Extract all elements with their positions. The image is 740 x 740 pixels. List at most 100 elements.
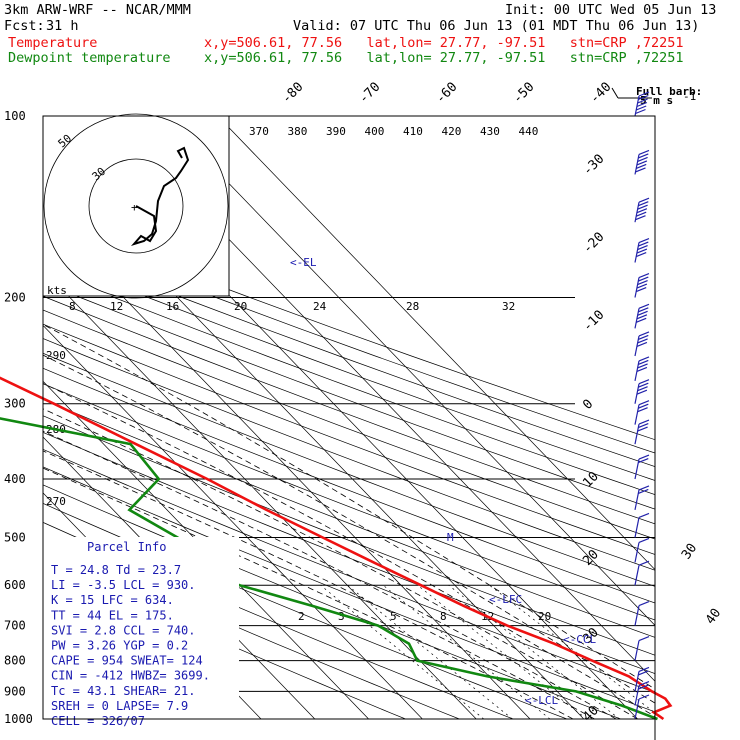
- wind-barb-shaft: [634, 605, 640, 626]
- isotherm-line: [43, 380, 369, 719]
- pressure-label: 900: [4, 684, 26, 698]
- moist-label: 32: [502, 300, 515, 313]
- barb-key: Full barb: 5 m s -1: [611, 85, 702, 107]
- wind-barb-flag: [635, 163, 647, 169]
- isotherm-line: [43, 324, 423, 719]
- pressure-label: 100: [4, 109, 26, 123]
- mixing-ratio-line: [382, 584, 551, 719]
- dry-adiabat: [43, 367, 655, 604]
- theta-label: 430: [480, 125, 500, 138]
- dry-adiabat: [43, 230, 655, 454]
- wind-barb-flag: [638, 457, 649, 464]
- wind-barb: [634, 237, 650, 263]
- mixing-ratio-label: 8: [440, 610, 447, 623]
- wind-barb-flag: [637, 98, 648, 104]
- wind-barb-flag: [637, 279, 648, 286]
- wind-barb-flag: [638, 241, 649, 247]
- barb-key-line2: 5 m s: [640, 94, 673, 107]
- temp-legend-info: x,y=506.61, 77.56 lat,lon= 27.77, -97.51…: [204, 35, 684, 51]
- mixing-ratio-line: [347, 584, 513, 719]
- lfc-marker: <-LFC: [489, 593, 522, 606]
- theta-label: 420: [442, 125, 462, 138]
- m-marker: M: [447, 531, 454, 544]
- wind-barb-flag: [635, 215, 646, 221]
- wind-barb-flag: [637, 386, 648, 392]
- wind-barb-flag: [638, 485, 650, 491]
- wind-barb-flag: [636, 389, 648, 395]
- isotherm-label: -40: [587, 80, 614, 107]
- wind-barb: [634, 601, 650, 626]
- mixing-ratio-labels: 2 3 5 8 12 20: [298, 610, 551, 623]
- wind-barb-flag: [635, 317, 647, 323]
- wind-barb: [634, 636, 650, 661]
- dry-adiabat: [43, 484, 622, 719]
- wind-barb-shaft: [634, 542, 640, 563]
- barb-key-sup: -1: [683, 90, 696, 103]
- parcel-info-row: CELL = 326/07: [51, 714, 145, 728]
- wind-barb: [634, 91, 650, 117]
- dry-adiabat: [43, 218, 655, 441]
- wind-barb-flag: [636, 248, 648, 254]
- hodograph-ring-outer: [43, 113, 229, 299]
- hodograph-unit: kts: [47, 284, 67, 297]
- isotherm-label: 40: [580, 703, 602, 725]
- wind-barb: [634, 272, 650, 298]
- valid-time: Valid: 07 UTC Thu 06 Jun 13 (01 MDT Thu …: [293, 18, 699, 34]
- isotherm-label: -60: [433, 80, 460, 107]
- isotherm-label: 10: [580, 469, 602, 491]
- mixing-ratio-label: 5: [390, 610, 397, 623]
- parcel-info-rows: T = 24.8 Td = 23.7LI = -3.5 LCL = 930.K …: [51, 563, 210, 728]
- wind-barb-flag: [635, 105, 647, 111]
- moist-label: 24: [313, 300, 327, 313]
- isotherm-label: -80: [279, 80, 306, 107]
- wind-barb: [634, 681, 650, 706]
- wind-barb-flag: [638, 454, 650, 460]
- wind-barb-flag: [637, 426, 648, 432]
- moist-adiabat-labels: 8 12 16 20 24 28 32: [69, 300, 515, 313]
- wind-barb: [634, 485, 650, 511]
- dry-adiabat: [43, 243, 655, 467]
- dry-adiabat: [43, 338, 655, 571]
- theta-label: 410: [403, 125, 423, 138]
- isotherm-label: -20: [580, 230, 607, 257]
- pressure-label: 400: [4, 472, 26, 486]
- wind-barb-flag: [637, 156, 648, 162]
- wind-barb-flag: [636, 208, 648, 214]
- theta-label: 400: [365, 125, 385, 138]
- moist-label: 12: [110, 300, 123, 313]
- temp-legend-label: Temperature: [8, 35, 97, 51]
- wind-barb-flag: [636, 160, 648, 166]
- barb-key-flag: [611, 87, 619, 99]
- isotherm-line: [217, 116, 655, 571]
- dry-adiabat: [43, 309, 655, 540]
- wind-barb-flag: [636, 101, 648, 108]
- dew-legend-info: x,y=506.61, 77.56 lat,lon= 27.77, -97.51…: [204, 50, 684, 66]
- wind-barb-shaft: [634, 698, 640, 720]
- wind-barb: [634, 454, 650, 480]
- wind-barb: [634, 512, 650, 538]
- dry-adiabat: [43, 399, 655, 638]
- wind-barb-flag: [635, 251, 647, 258]
- wind-barb-flag: [638, 400, 650, 406]
- dry-adiabat: [43, 295, 655, 525]
- parcel-info-background: [43, 537, 239, 720]
- lcl-marker: <-LCL: [525, 694, 558, 707]
- fcst-label: Fcst:: [4, 18, 45, 34]
- ccl-marker: <-CCL: [563, 633, 596, 646]
- theta-label: 380: [288, 125, 308, 138]
- el-marker: <-EL: [290, 256, 317, 269]
- wind-barb-flag: [638, 666, 650, 672]
- wind-barb-flag: [638, 379, 650, 385]
- parcel-info-row: T = 24.8 Td = 23.7: [51, 563, 181, 577]
- parcel-info-row: CIN = -412 HWBZ= 3699.: [51, 669, 210, 683]
- dry-adiabat: [43, 466, 655, 713]
- parcel-info-title: Parcel Info: [87, 540, 166, 554]
- wind-barb-flag: [638, 94, 649, 101]
- dry-adiabat: [43, 256, 655, 481]
- dry-adiabat: [43, 323, 655, 555]
- parcel-info-box: Parcel Info T = 24.8 Td = 23.7LI = -3.5 …: [43, 537, 239, 728]
- wind-barb: [634, 303, 650, 329]
- dry-adiabat: [43, 282, 655, 510]
